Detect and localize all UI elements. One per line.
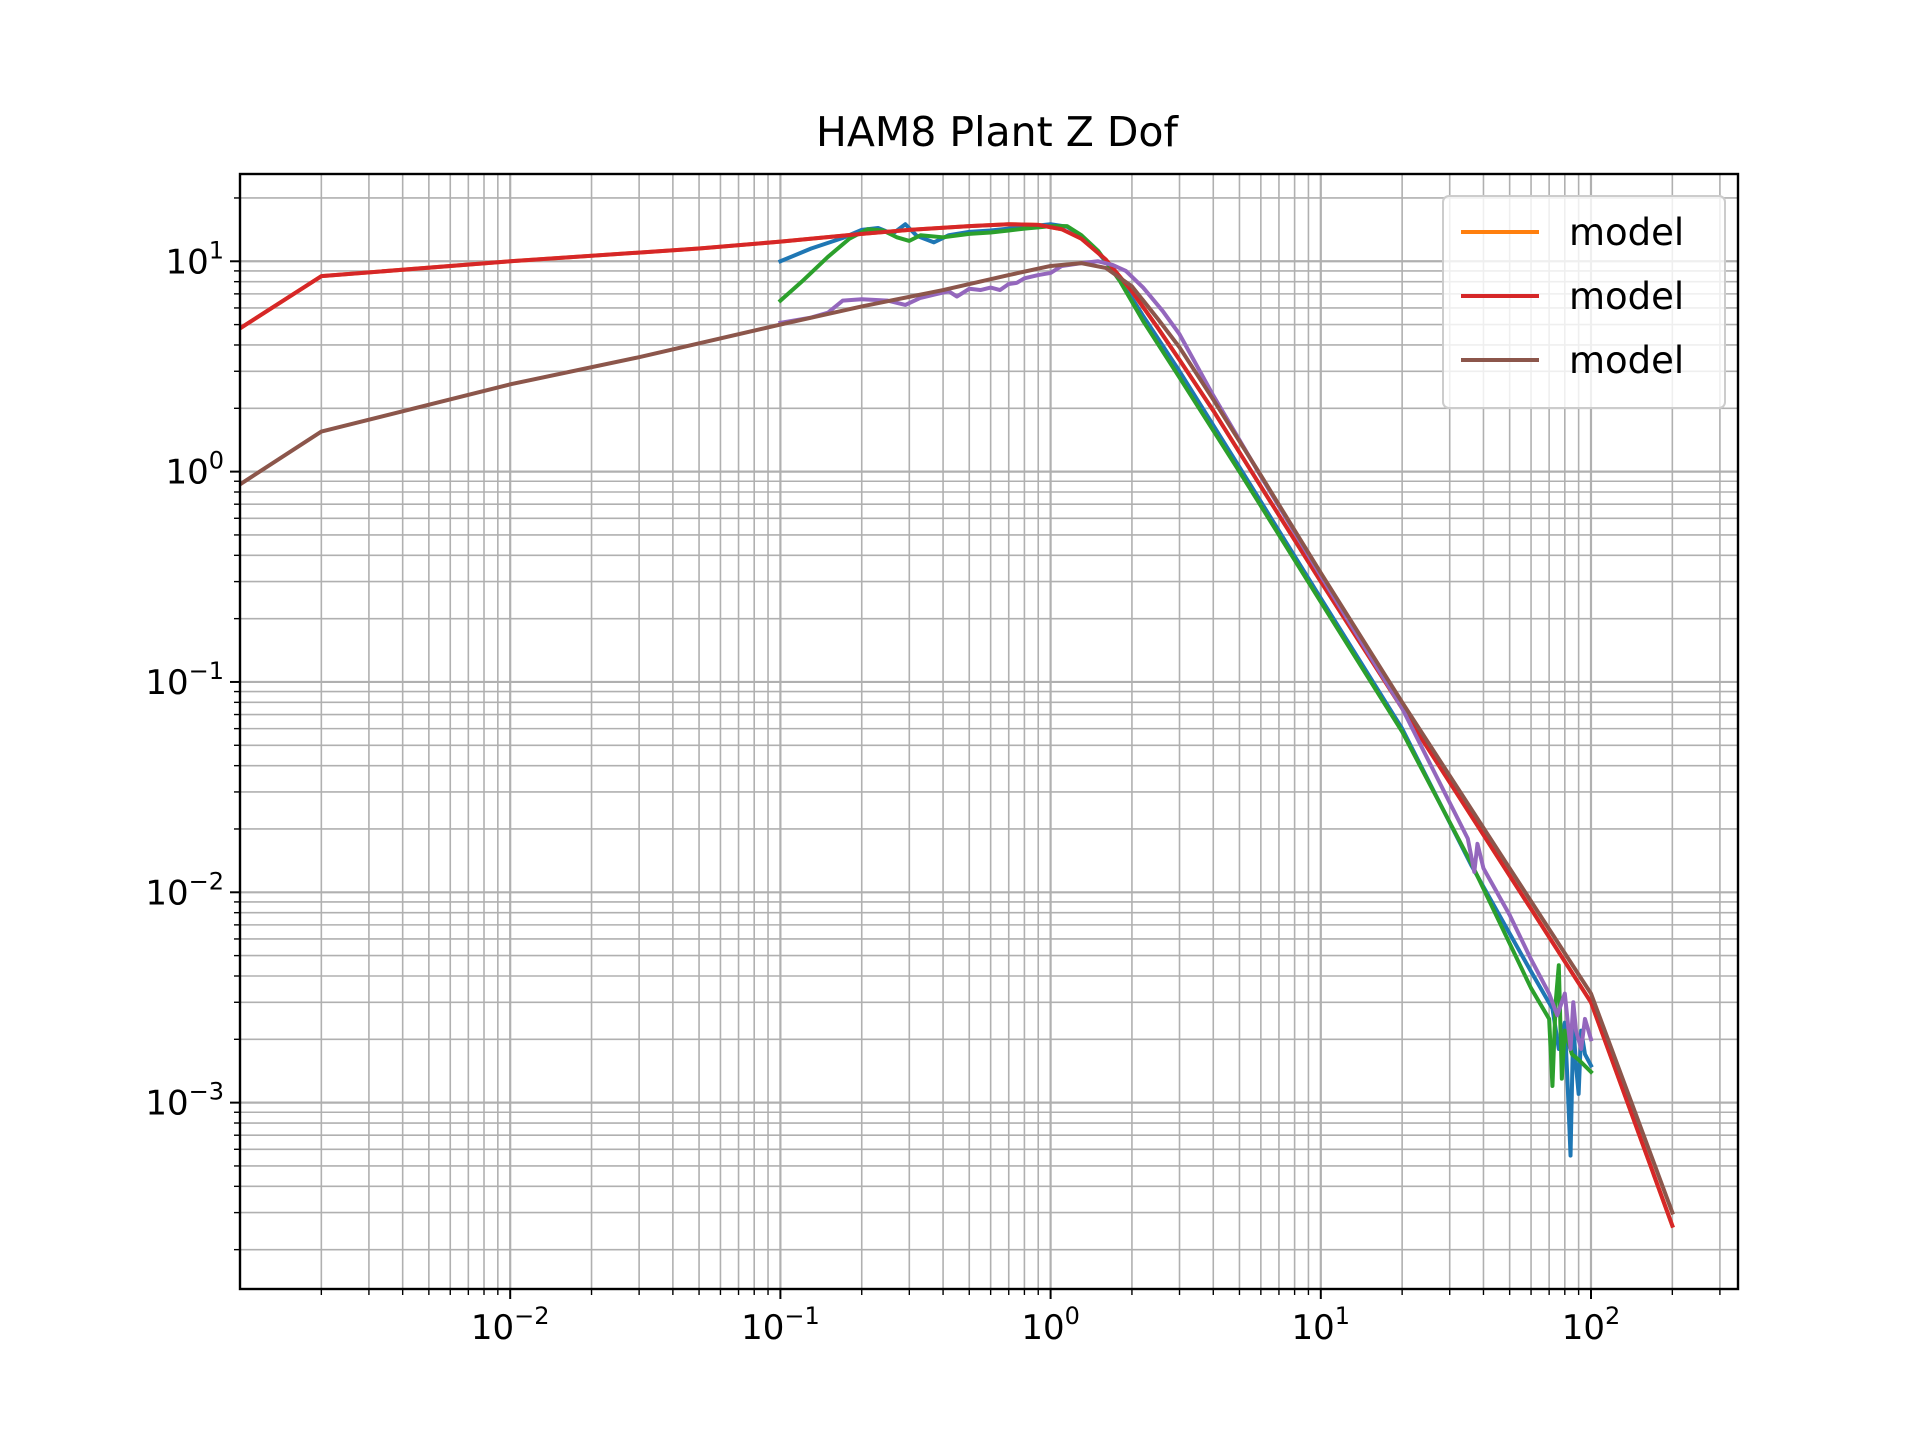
x-tick-labels: 10−2 10−1 100 101 102	[471, 1302, 1620, 1348]
y-tick-label: 10−1	[145, 657, 224, 703]
x-tick-label: 10−2	[471, 1302, 550, 1348]
y-tick-label: 10−3	[145, 1078, 224, 1124]
x-tick-label: 101	[1292, 1302, 1351, 1348]
legend-box	[1442, 195, 1726, 409]
model-series-line	[240, 222, 1675, 1229]
measured-series-line	[778, 259, 1594, 1051]
legend-label: model	[1569, 211, 1684, 254]
legend: model model model	[1442, 195, 1726, 409]
x-tick-label: 102	[1562, 1302, 1621, 1348]
y-tick-label: 101	[165, 236, 224, 282]
model-series-line	[240, 261, 1675, 1216]
legend-label: model	[1569, 275, 1684, 318]
chart-title: HAM8 Plant Z Dof	[816, 108, 1179, 156]
x-tick-label: 100	[1021, 1302, 1080, 1348]
legend-label: model	[1569, 339, 1684, 382]
plot-frame	[238, 172, 1740, 1291]
y-tick-labels: 101 100 10−1 10−2 10−3	[145, 236, 224, 1123]
plot-series	[240, 222, 1675, 1229]
measured-series-line	[777, 224, 1594, 1088]
y-tick-label: 100	[165, 447, 224, 493]
x-tick-label: 10−1	[741, 1302, 820, 1348]
axis-ticks	[230, 197, 1721, 1299]
y-tick-label: 10−2	[145, 867, 224, 913]
